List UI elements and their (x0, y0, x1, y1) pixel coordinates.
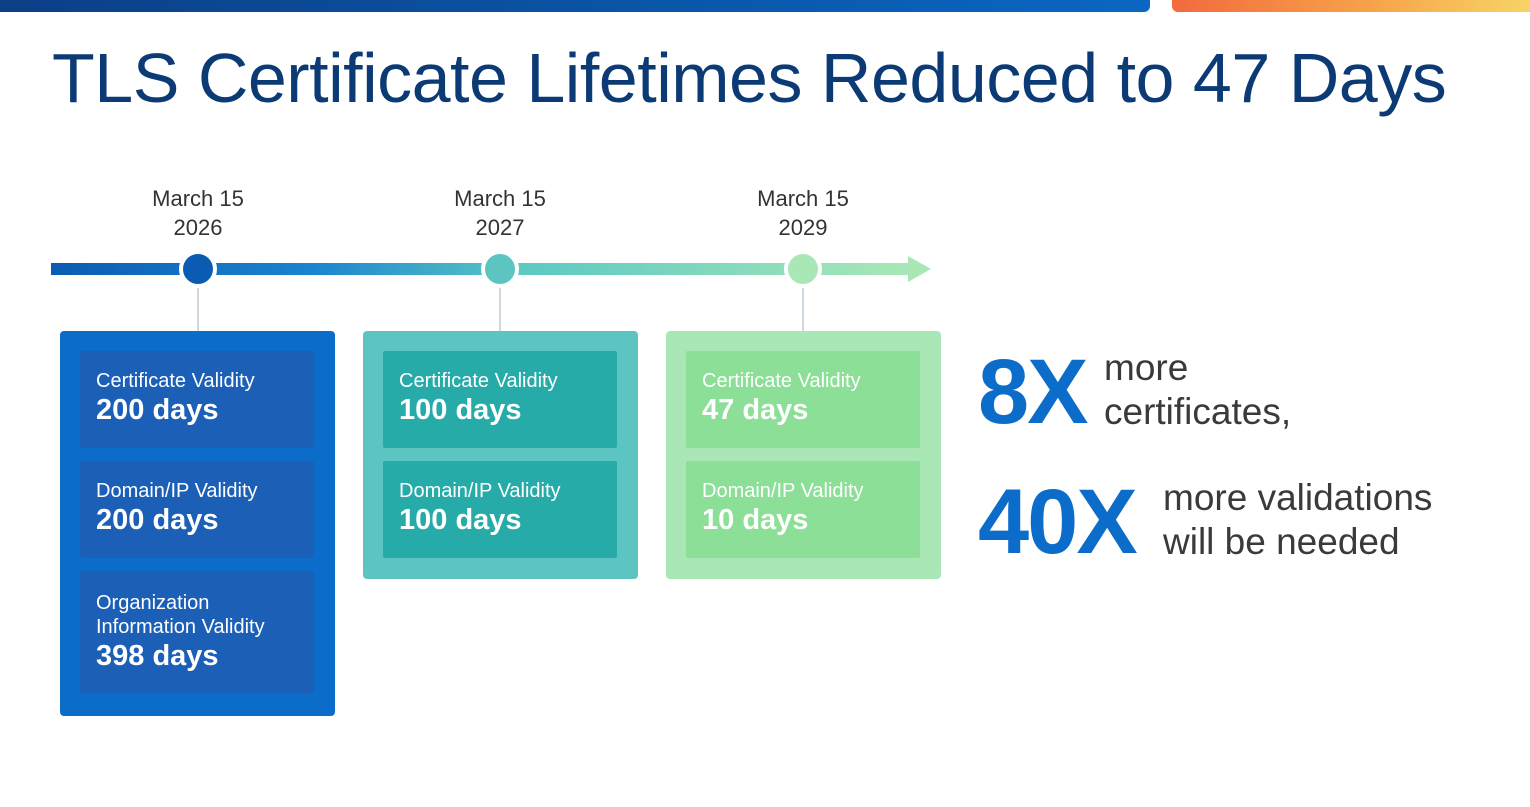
tile-label: Domain/IP Validity (96, 480, 258, 502)
date-label-month: March 15 (757, 186, 849, 211)
tile-label: Domain/IP Validity (399, 480, 561, 502)
stat-text-line1: more validations (1163, 477, 1433, 518)
page-title: TLS Certificate Lifetimes Reduced to 47 … (52, 39, 1447, 117)
timeline-node-1 (179, 250, 217, 288)
tile-value: 100 days (399, 504, 522, 536)
tile-label-line1: Organization (96, 592, 210, 614)
date-label-month: March 15 (152, 186, 244, 211)
date-label-year: 2027 (475, 215, 525, 240)
stage-card-2027: Certificate Validity 100 days Domain/IP … (363, 331, 638, 579)
stat-multiplier: 8X (978, 341, 1089, 443)
tile-label-line2: Information Validity (96, 616, 265, 638)
timeline-node-2 (481, 250, 519, 288)
stage-card-2026: Certificate Validity 200 days Domain/IP … (60, 331, 335, 716)
stat-multiplier: 40X (978, 471, 1138, 573)
certificate-validity-tile: Certificate Validity 200 days (80, 351, 314, 448)
date-label-month: March 15 (454, 186, 546, 211)
date-label-2027: March 15 2027 (420, 184, 580, 242)
domain-ip-validity-tile: Domain/IP Validity 200 days (80, 461, 314, 558)
stat-text-line2: certificates, (1104, 391, 1292, 432)
timeline-arrowhead (908, 256, 931, 282)
date-label-year: 2029 (778, 215, 828, 240)
tile-value: 200 days (96, 504, 219, 536)
organization-validity-tile: Organization Information Validity 398 da… (80, 571, 314, 693)
date-label-2026: March 15 2026 (118, 184, 278, 242)
tile-value: 200 days (96, 394, 219, 426)
stat-text-line2: will be needed (1163, 521, 1400, 562)
stage-card-2029: Certificate Validity 47 days Domain/IP V… (666, 331, 941, 579)
tile-label: Certificate Validity (702, 370, 861, 392)
domain-ip-validity-tile: Domain/IP Validity 100 days (383, 461, 617, 558)
tile-label: Domain/IP Validity (702, 480, 864, 502)
tile-value: 10 days (702, 504, 809, 536)
tile-value: 398 days (96, 640, 219, 672)
domain-ip-validity-tile: Domain/IP Validity 10 days (686, 461, 920, 558)
date-label-year: 2026 (173, 215, 223, 240)
tile-value: 47 days (702, 394, 809, 426)
tile-label: Certificate Validity (96, 370, 255, 392)
timeline-node-3 (784, 250, 822, 288)
stat-text-line1: more (1104, 347, 1189, 388)
certificate-validity-tile: Certificate Validity 100 days (383, 351, 617, 448)
certificate-validity-tile: Certificate Validity 47 days (686, 351, 920, 448)
tile-label: Certificate Validity (399, 370, 558, 392)
top-accent-bar-blue (0, 0, 1150, 12)
top-accent-bar-orange (1172, 0, 1530, 12)
date-label-2029: March 15 2029 (723, 184, 883, 242)
tile-value: 100 days (399, 394, 522, 426)
